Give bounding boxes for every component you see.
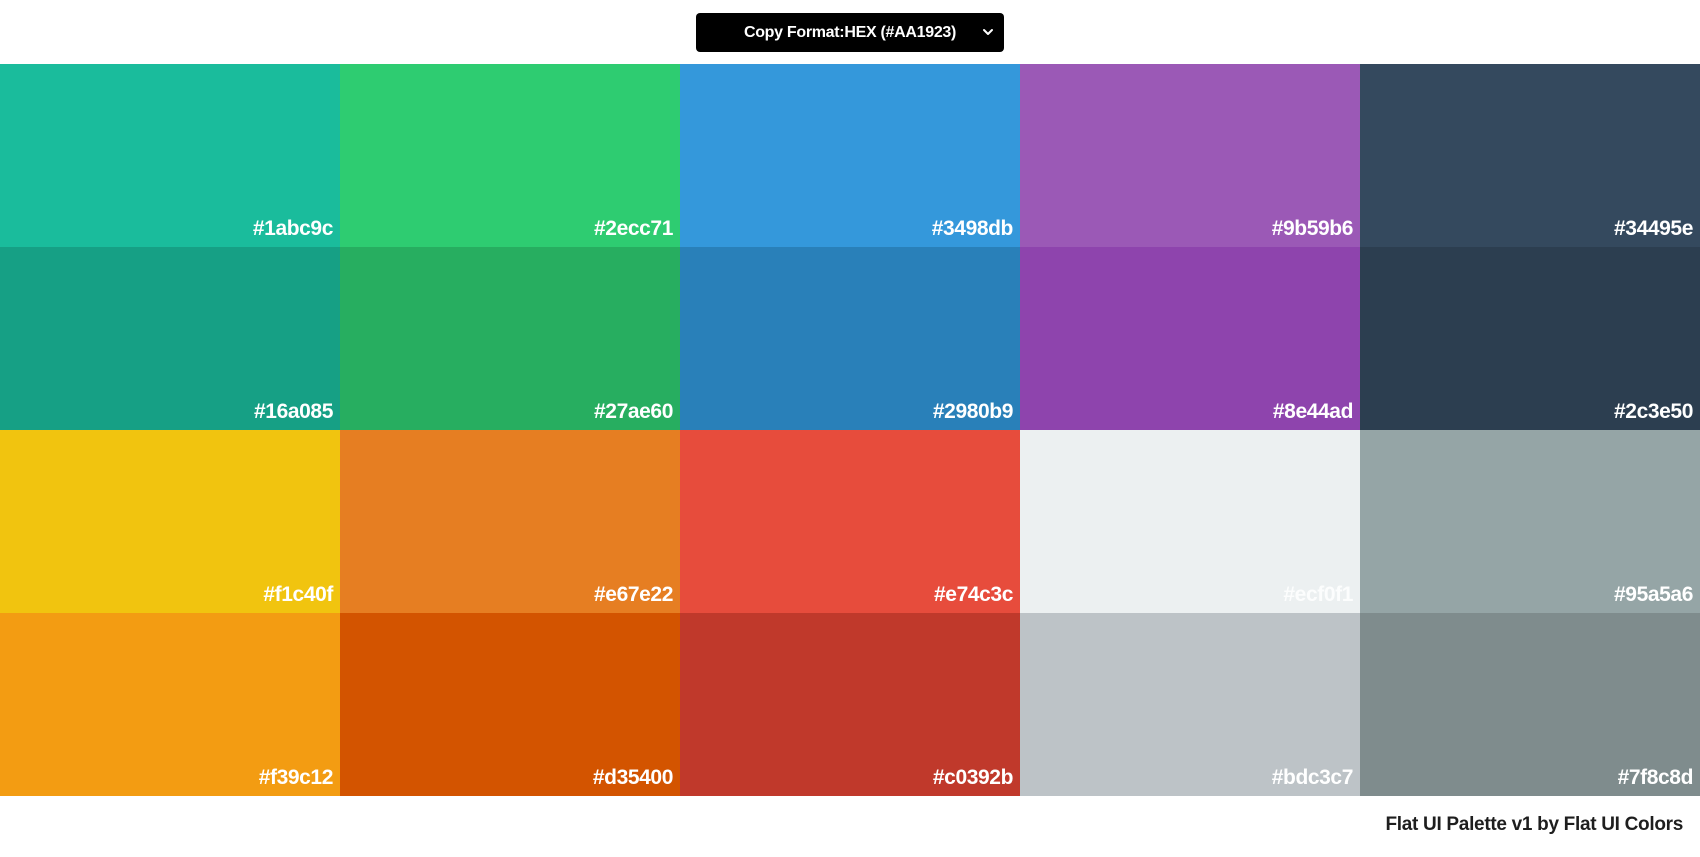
swatch-hex-label: #8e44ad [1272,400,1354,423]
color-swatch[interactable]: #d35400 [340,613,680,796]
color-swatch[interactable]: #27ae60 [340,247,680,430]
swatch-hex-label: #bdc3c7 [1271,766,1354,789]
color-swatch[interactable]: #e74c3c [680,430,1020,613]
swatch-hex-label: #2980b9 [932,400,1014,423]
swatch-hex-label: #c0392b [932,766,1014,789]
swatch-hex-label: #e74c3c [934,583,1013,606]
swatch-hex-label: #3498db [931,217,1014,240]
swatch-hex-label: #34495e [1614,217,1693,240]
color-swatch[interactable]: #ecf0f1 [1020,430,1360,613]
color-swatch[interactable]: #bdc3c7 [1020,613,1360,796]
copy-format-text: Copy Format:HEX (#AA1923) [744,24,956,42]
swatch-hex-label: #d35400 [592,766,674,789]
color-swatch[interactable]: #3498db [680,64,1020,247]
swatch-hex-label: #9b59b6 [1271,217,1354,240]
swatch-hex-label: #16a085 [254,400,333,423]
swatch-hex-label: #f1c40f [263,583,333,606]
color-swatch[interactable]: #34495e [1360,64,1700,247]
copy-format-select[interactable]: Copy Format:HEX (#AA1923) [696,13,1004,52]
copy-format-label: Copy Format: [743,23,845,41]
swatch-hex-label: #1abc9c [252,217,334,240]
swatch-hex-label: #f39c12 [258,766,334,789]
color-swatch[interactable]: #16a085 [0,247,340,430]
swatch-hex-label: #2c3e50 [1614,400,1693,423]
color-swatch[interactable]: #e67e22 [340,430,680,613]
swatch-hex-label: #2ecc71 [594,217,673,240]
color-swatch[interactable]: #7f8c8d [1360,613,1700,796]
palette-credit: Flat UI Palette v1 by Flat UI Colors [1385,814,1684,835]
color-swatch[interactable]: #2980b9 [680,247,1020,430]
chevron-down-icon [983,29,993,35]
top-bar: Copy Format:HEX (#AA1923) [0,0,1700,64]
swatch-hex-label: #ecf0f1 [1283,583,1353,606]
swatch-hex-label: #27ae60 [594,400,673,423]
swatch-hex-label: #7f8c8d [1617,766,1694,789]
color-swatch[interactable]: #8e44ad [1020,247,1360,430]
color-swatch[interactable]: #2c3e50 [1360,247,1700,430]
swatch-hex-label: #95a5a6 [1614,583,1693,606]
color-swatch[interactable]: #f1c40f [0,430,340,613]
swatch-hex-label: #e67e22 [594,583,673,606]
color-swatch[interactable]: #f39c12 [0,613,340,796]
color-swatch[interactable]: #c0392b [680,613,1020,796]
color-palette-grid: #1abc9c #2ecc71 #3498db #9b59b6 #34495e #16a0… [0,64,1700,796]
copy-format-value: HEX (#AA1923) [844,23,957,41]
color-swatch[interactable]: #1abc9c [0,64,340,247]
color-swatch[interactable]: #9b59b6 [1020,64,1360,247]
color-swatch[interactable]: #2ecc71 [340,64,680,247]
color-swatch[interactable]: #95a5a6 [1360,430,1700,613]
